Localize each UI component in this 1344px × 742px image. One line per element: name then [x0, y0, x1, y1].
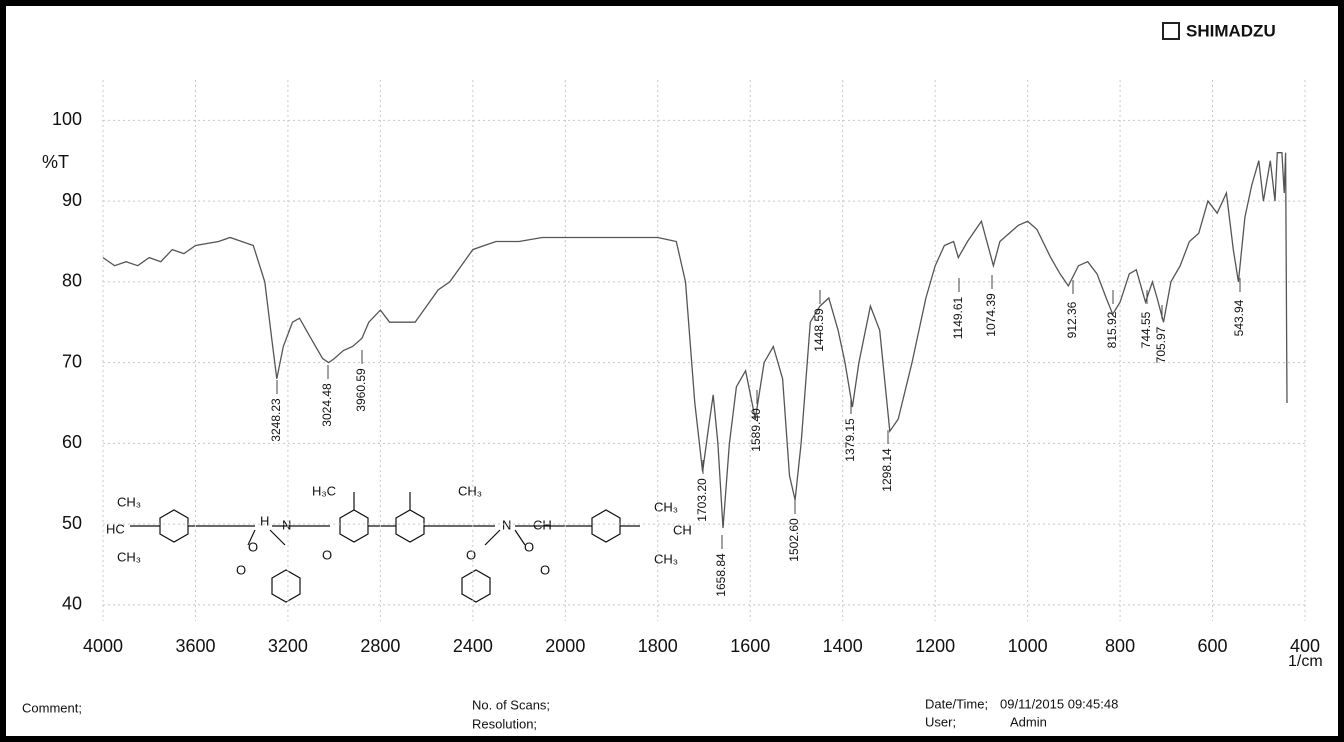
x-tick-label: 2000: [545, 636, 585, 656]
structure-label: H₃C: [312, 483, 336, 498]
x-tick-label: 4000: [83, 636, 123, 656]
peak-label: 744.55: [1139, 311, 1153, 348]
structure-label: H: [260, 513, 269, 528]
footer-scans: No. of Scans;: [472, 697, 550, 712]
spectrum-line: [102, 152, 1288, 529]
x-tick-label: 800: [1105, 636, 1135, 656]
footer-comment: Comment;: [22, 700, 82, 715]
footer-user: Admin: [1010, 714, 1047, 729]
structure-label: O: [540, 562, 550, 577]
structure-label: O: [524, 539, 534, 554]
y-tick-label: 50: [62, 513, 82, 533]
y-tick-label: 80: [62, 271, 82, 291]
peak-label: 1074.39: [984, 293, 998, 337]
footer-date-label: Date/Time;: [925, 696, 988, 711]
peak-label: 1298.14: [880, 448, 894, 492]
peak-label: 1502.60: [787, 518, 801, 562]
structure-label: CH: [533, 517, 552, 532]
peak-label: 3024.48: [320, 383, 334, 427]
y-tick-label: 100: [52, 109, 82, 129]
peak-label: 3248.23: [269, 398, 283, 442]
x-tick-label: 600: [1198, 636, 1228, 656]
x-tick-label: 2400: [453, 636, 493, 656]
x-tick-label: 400: [1290, 636, 1320, 656]
structure-label: O: [322, 547, 332, 562]
y-tick-label: 70: [62, 351, 82, 371]
y-axis-label: %T: [42, 152, 69, 172]
peak-label: 815.92: [1105, 311, 1119, 348]
x-tick-label: 1000: [1008, 636, 1048, 656]
structure: [130, 492, 640, 603]
footer-user-label: User;: [925, 714, 956, 729]
structure-label: O: [248, 539, 258, 554]
y-tick-label: 90: [62, 190, 82, 210]
structure-label: CH₃: [117, 494, 141, 509]
x-tick-label: 3200: [268, 636, 308, 656]
structure-label: CH₃: [117, 549, 141, 564]
x-axis-label: 1/cm: [1288, 653, 1323, 670]
structure-label: N: [502, 517, 511, 532]
peak-label: 1149.61: [951, 296, 965, 339]
structure-label: CH₃: [654, 551, 678, 566]
x-tick-label: 1800: [638, 636, 678, 656]
peak-label: 1589.40: [749, 408, 763, 452]
peak-label: 543.94: [1232, 299, 1246, 336]
footer-date: 09/11/2015 09:45:48: [1000, 696, 1118, 711]
y-tick-label: 40: [62, 594, 82, 614]
structure-label: O: [466, 547, 476, 562]
x-tick-label: 1400: [823, 636, 863, 656]
y-tick-label: 60: [62, 432, 82, 452]
structure-label: N: [282, 517, 291, 532]
x-tick-label: 1200: [915, 636, 955, 656]
peak-label: 3960.59: [354, 368, 368, 412]
structure-label: CH₃: [458, 483, 482, 498]
peak-label: 1703.20: [695, 478, 709, 522]
peak-label: 1658.84: [714, 553, 728, 597]
x-tick-label: 2800: [360, 636, 400, 656]
structure-label: CH₃: [654, 499, 678, 514]
peak-label: 912.36: [1065, 301, 1079, 338]
peak-label: 1448.59: [812, 308, 826, 352]
peak-label: 705.97: [1154, 326, 1168, 363]
peak-label: 1379.15: [843, 418, 857, 462]
x-tick-label: 3600: [175, 636, 215, 656]
structure-label: O: [236, 562, 246, 577]
structure-label: CH: [673, 522, 692, 537]
brand-logo: [1162, 22, 1180, 40]
brand: SHIMADZU: [1186, 21, 1276, 40]
x-tick-label: 1600: [730, 636, 770, 656]
structure-label: HC: [106, 521, 125, 536]
footer-resolution: Resolution;: [472, 716, 537, 731]
